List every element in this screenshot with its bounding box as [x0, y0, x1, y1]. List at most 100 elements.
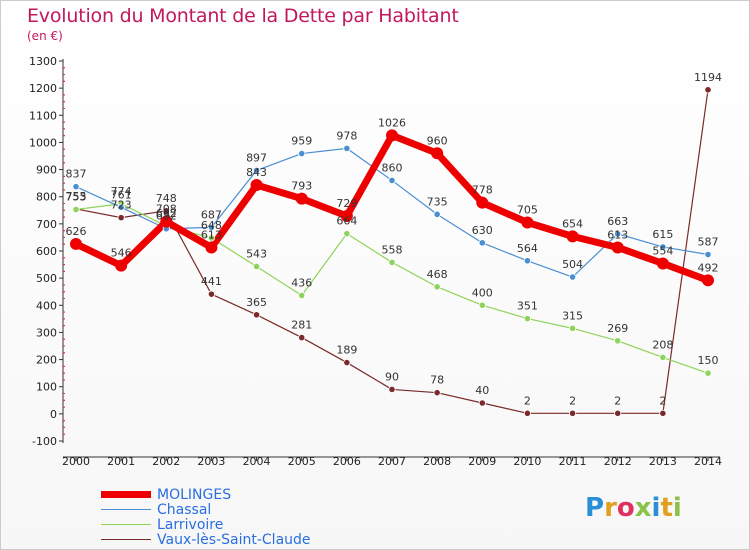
data-label: 664 [336, 215, 357, 228]
chart-subtitle: (en €) [27, 29, 63, 43]
data-point [205, 241, 218, 254]
logo-letter: r [604, 493, 617, 523]
data-label: 755 [66, 190, 87, 203]
data-label: 2 [614, 394, 621, 407]
data-label: 150 [698, 354, 719, 367]
legend-item: Vaux-lès-Saint-Claude [101, 532, 311, 548]
data-label: 978 [336, 129, 357, 142]
logo-letter: t [660, 493, 673, 523]
x-tick-label: 2003 [197, 455, 225, 468]
data-point [702, 274, 714, 287]
data-point [343, 358, 351, 367]
data-label: 960 [427, 134, 448, 147]
data-point [433, 389, 441, 397]
data-point [433, 283, 441, 291]
y-tick-label: 900 [36, 164, 57, 177]
logo-letter: o [616, 493, 635, 523]
data-point [478, 239, 486, 247]
data-point [568, 409, 577, 417]
y-tick-label: -100 [32, 435, 57, 448]
data-label: 492 [698, 261, 719, 274]
x-tick-label: 2012 [604, 455, 632, 468]
y-tick-label: 1100 [29, 109, 57, 122]
legend-item: MOLINGES [101, 486, 311, 503]
data-point [566, 230, 579, 243]
data-point [521, 216, 534, 229]
x-tick-label: 2010 [513, 455, 541, 468]
data-label: 365 [246, 296, 267, 309]
data-label: 648 [201, 219, 222, 232]
data-point [659, 409, 667, 417]
data-label: 729 [336, 197, 357, 210]
data-point [568, 273, 577, 281]
data-label: 613 [201, 228, 222, 241]
data-label: 663 [607, 215, 628, 228]
data-label: 587 [698, 236, 719, 249]
data-point [659, 243, 667, 251]
data-label: 351 [517, 300, 538, 313]
data-label: 692 [156, 207, 177, 220]
data-point [386, 129, 398, 142]
data-point [614, 409, 622, 417]
x-tick-label: 2009 [468, 455, 496, 468]
y-tick-label: 600 [36, 245, 57, 258]
data-point [388, 176, 396, 185]
data-point [656, 257, 669, 270]
y-tick-label: 500 [36, 272, 57, 285]
data-label: 837 [66, 168, 87, 181]
legend-item: Chassal [101, 502, 311, 518]
data-label: 558 [382, 243, 403, 256]
logo-letter: i [651, 493, 661, 523]
data-label: 315 [562, 309, 583, 322]
data-point [252, 166, 261, 174]
data-point [388, 385, 396, 394]
legend-label: Larrivoire [157, 516, 224, 533]
legend-swatch [101, 538, 151, 541]
logo-letter: i [672, 493, 682, 523]
data-point [704, 250, 712, 259]
data-label: 613 [607, 228, 628, 241]
data-label: 504 [562, 258, 583, 271]
y-tick-label: 400 [36, 299, 57, 312]
x-tick-label: 2008 [423, 455, 451, 468]
data-point [523, 257, 532, 265]
data-point [298, 291, 306, 300]
x-tick-label: 2004 [243, 455, 271, 468]
data-label: 843 [246, 166, 267, 179]
data-label: 748 [156, 192, 177, 205]
data-point [160, 215, 173, 228]
data-label: 626 [66, 225, 87, 238]
data-label: 436 [291, 277, 312, 290]
data-label: 753 [66, 190, 87, 203]
data-label: 735 [427, 195, 448, 208]
data-label: 705 [517, 204, 538, 217]
data-point [614, 337, 622, 345]
y-tick-label: 800 [36, 191, 57, 204]
data-label: 281 [291, 319, 312, 332]
x-tick-label: 2013 [649, 455, 677, 468]
legend-label: MOLINGES [157, 486, 232, 503]
data-point [704, 369, 712, 377]
series-points [70, 86, 714, 417]
legend: MOLINGES Chassal Larrivoire Vaux-lès-Saint-… [101, 486, 311, 548]
data-point [523, 409, 532, 417]
data-point [72, 183, 80, 191]
data-point [388, 258, 396, 266]
data-label: 468 [427, 268, 448, 281]
y-tick-label: 100 [36, 381, 57, 394]
data-label: 2 [659, 394, 666, 407]
data-point [659, 353, 667, 361]
data-point [298, 333, 306, 342]
y-tick-label: 1300 [29, 55, 57, 68]
data-point [614, 230, 622, 238]
data-label: 1026 [378, 116, 406, 129]
data-point [117, 203, 125, 211]
x-tick-label: 2014 [694, 455, 722, 468]
data-point [433, 210, 441, 218]
chart-title: Evolution du Montant de la Dette par Hab… [27, 5, 459, 27]
y-tick-label: 1000 [29, 136, 57, 149]
x-tick-label: 2011 [559, 455, 587, 468]
data-point [207, 223, 216, 231]
data-point [431, 147, 444, 160]
x-tick-label: 2007 [378, 455, 406, 468]
